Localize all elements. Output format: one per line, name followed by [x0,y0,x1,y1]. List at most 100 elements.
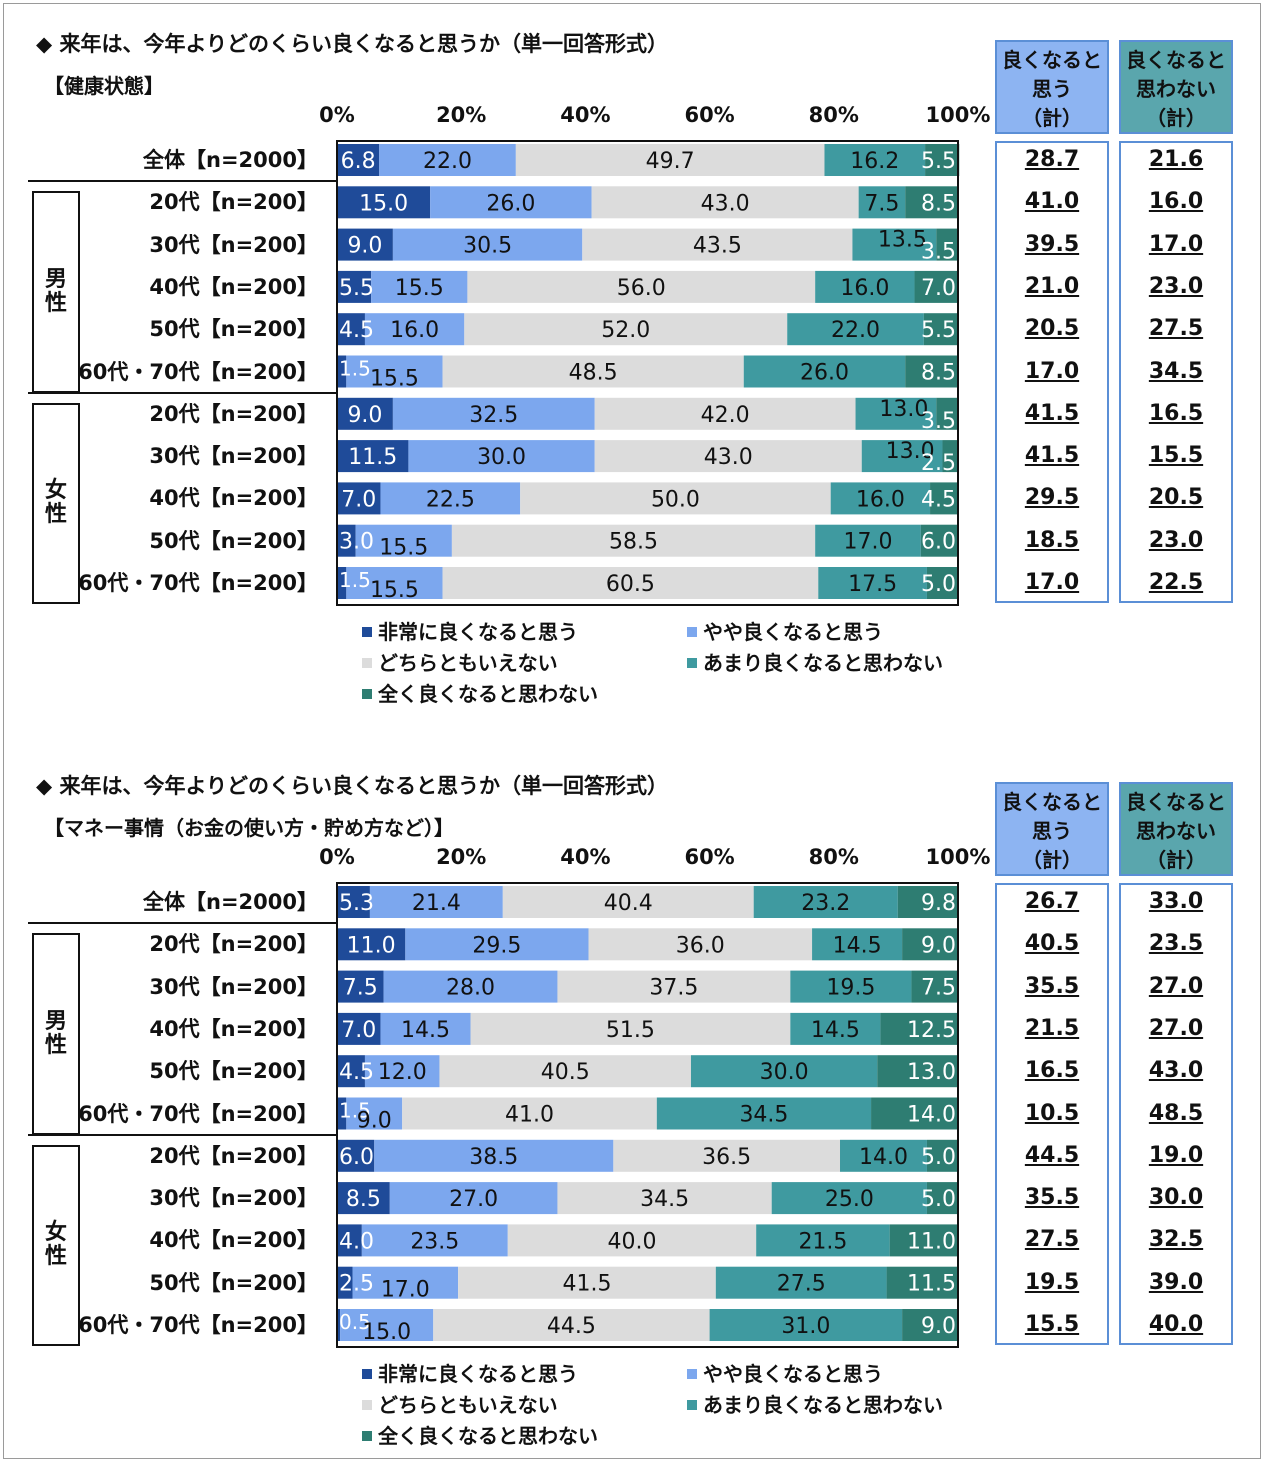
data-label: 3.5 [921,240,956,265]
bar-segment [902,1309,958,1341]
data-label: 60.5 [606,572,655,597]
data-label: 26.0 [800,361,849,386]
bar-segment [337,524,356,557]
not-good-total-value: 39.0 [1148,1269,1204,1295]
legend-item: どちらともいえない [362,1389,558,1418]
bar-segment [433,1309,710,1341]
group-separator [28,922,337,925]
bar-segment [439,1055,691,1088]
good-total-value: 18.5 [1024,527,1080,553]
data-label: 15.5 [379,536,428,561]
data-label: 7.0 [921,276,956,301]
bar-segment [507,1224,757,1257]
data-label: 8.5 [921,191,956,216]
chart-panel-health: ◆ 来年は、今年よりどのくらい良くなると思うか（単一回答形式） 【健康状態】 0… [0,0,1266,720]
good-total-value: 16.5 [1024,1058,1080,1084]
bar-segment [337,1266,353,1299]
data-label: 14.0 [907,1103,956,1128]
not-good-total-value: 40.0 [1148,1312,1204,1337]
bar-segment [392,397,595,430]
bar-segment [588,928,813,961]
good-total-value: 28.7 [1024,147,1080,172]
not-good-total-value: 22.5 [1148,570,1204,595]
legend-swatch [362,1369,372,1379]
data-label: 6.8 [341,149,376,174]
data-label: 14.0 [859,1145,908,1170]
data-label: 23.5 [410,1229,459,1254]
data-label: 1.5 [339,1099,371,1123]
legend-item: 非常に良くなると思う [362,616,578,645]
bar-segment [926,1182,958,1215]
bar-segment [337,1224,362,1257]
data-label: 30.0 [477,445,526,470]
data-label: 34.5 [640,1187,689,1212]
data-label: 5.3 [339,891,374,916]
legend-swatch [362,1431,372,1441]
bar-segment [897,886,959,918]
bar-segment [502,886,754,918]
bar-segment [380,482,521,515]
good-total-value: 35.5 [1024,1185,1080,1211]
good-total-value: 21.0 [1024,273,1080,299]
data-label: 0.5 [339,1310,371,1334]
data-label: 11.0 [347,933,396,958]
legend-label: 非常に良くなると思う [378,620,578,644]
bar-segment [790,1012,881,1045]
not-good-total-value: 23.5 [1148,931,1204,957]
data-label: 15.0 [362,1320,411,1345]
bar-segment [337,1012,381,1045]
data-label: 5.0 [921,1145,956,1170]
good-total-value: 41.5 [1024,400,1080,426]
legend-item: 非常に良くなると思う [362,1358,578,1387]
data-label: 14.5 [401,1018,450,1043]
data-label: 9.0 [921,933,956,958]
bar-segment [405,928,589,961]
bar-segment [520,482,831,515]
bar-segment [812,928,903,961]
data-label: 5.5 [339,276,374,301]
gender-group-box [32,402,80,605]
x-tick-label: 80% [809,845,859,869]
x-tick-label: 20% [436,103,486,127]
bar-segment [787,313,924,346]
data-label: 17.0 [381,1278,430,1303]
bar-segment [818,567,927,599]
bar-segment [930,482,958,515]
bar-segment [383,970,558,1003]
bar-segment [374,1139,614,1172]
summary-column-box [1119,141,1233,603]
data-label: 50.0 [651,487,700,512]
bar-segment [855,397,937,430]
data-label: 26.0 [486,191,535,216]
row-label: 30代【n=200】 [149,974,318,999]
chart-subtitle: 【マネー事情（お金の使い方・貯め方など）】 [44,816,454,840]
legend-label: 全く良くなると思わない [378,1424,598,1448]
not-good-total-header: 良くなると 思わない （計） [1119,782,1233,876]
data-label: 7.0 [341,1018,376,1043]
not-good-total-value: 33.0 [1148,889,1204,914]
not-good-total-value: 27.0 [1148,1015,1204,1041]
not-good-total-header: 良くなると 思わない （計） [1119,40,1233,134]
not-good-total-value: 27.0 [1148,973,1204,999]
data-label: 5.5 [921,149,956,174]
legend-swatch [362,1400,372,1410]
outer-frame [3,3,1261,1459]
data-label: 23.2 [801,891,850,916]
data-label: 11.5 [348,445,397,470]
bar-segment [815,270,915,303]
bar-segment [346,355,443,388]
row-label: 60代・70代【n=200】 [78,1101,318,1126]
data-label: 5.5 [921,318,956,343]
stacked-bar-chart: 0% 20% 40% 60% 80% 100% 5.3 21.4 40.4 23.2 9.8 11.0… [319,845,990,1348]
data-label: 28.0 [446,976,495,1001]
gender-label: 男性 [44,1008,67,1058]
good-total-value: 20.5 [1024,316,1080,342]
plot-border [336,882,959,1348]
not-good-total-value: 23.0 [1148,527,1204,553]
x-tick-label: 40% [560,845,610,869]
data-label: 1.5 [339,568,371,592]
legend-label: どちらともいえない [378,1393,558,1417]
data-label: 21.4 [412,891,461,916]
not-good-total-value: 19.0 [1148,1142,1204,1168]
row-label: 60代・70代【n=200】 [78,359,318,384]
